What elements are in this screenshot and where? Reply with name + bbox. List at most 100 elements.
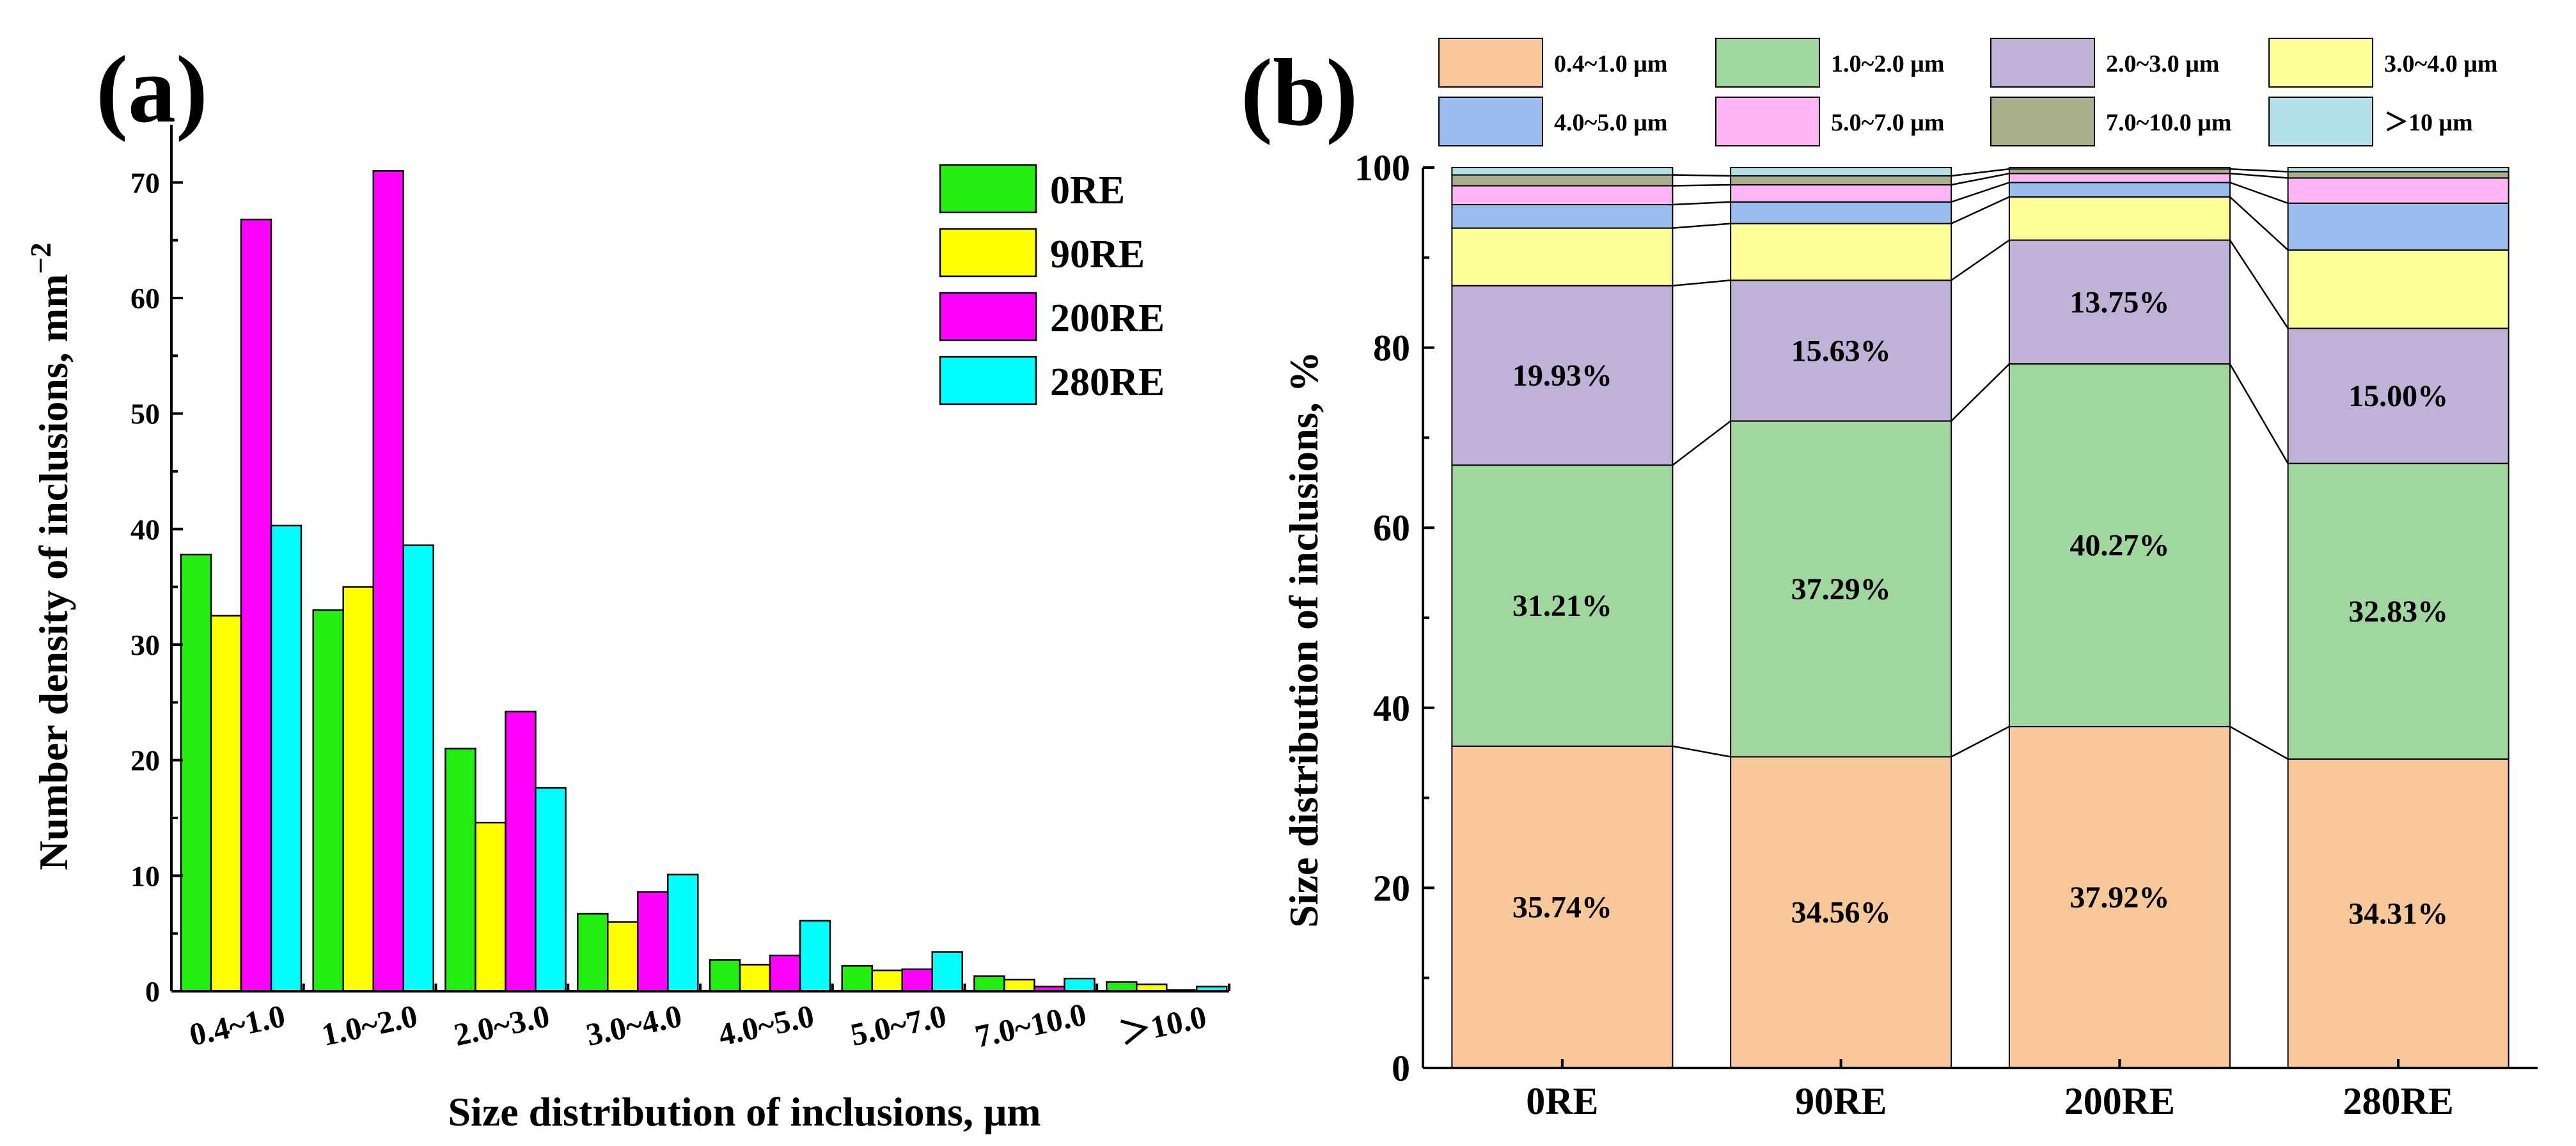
- connector-line: [1951, 196, 2010, 224]
- y-tick-label-a: 70: [130, 166, 160, 199]
- bar-200re-4: [637, 891, 669, 993]
- bar-200re-5: [769, 954, 801, 993]
- y-tick-label-b: 20: [1373, 867, 1410, 909]
- legend-swatch-90re: [939, 228, 1037, 278]
- legend-swatch-b-4: [2268, 38, 2373, 88]
- bar-90re-2: [342, 586, 374, 993]
- bar-280re-7: [1064, 977, 1096, 993]
- y-tick-label-a: 10: [130, 860, 160, 892]
- segment-label-1-90re: 34.56%: [1791, 896, 1891, 930]
- legend-label-b-6: 5.0~7.0 μm: [1831, 109, 1944, 136]
- bar-90re-4: [607, 921, 639, 993]
- bar-280re-6: [931, 951, 963, 993]
- x-tick-label-a: 2.0~3.0: [451, 998, 553, 1053]
- bar-0re-5: [709, 959, 741, 993]
- connector-line: [1672, 201, 1731, 206]
- connector-line: [2229, 239, 2289, 329]
- legend-label-b-8: ＞10 μm: [2384, 109, 2473, 136]
- bar-90re-7: [1003, 978, 1035, 993]
- y-tick-label-a: 50: [130, 398, 160, 430]
- x-tick-label-a: 1.0~2.0: [318, 998, 420, 1053]
- segment-3-280re: [2287, 327, 2509, 464]
- chart-a-y-axis-title: Number density of inclusions, mm−2: [24, 242, 76, 870]
- chart-a: (a) 0.4~1.0 1.0~2.0 2.0~3.0 3.0~4.0 4.0~5.0 5…: [24, 36, 1230, 1134]
- segment-8-200re: [2008, 167, 2231, 170]
- connector-line: [2229, 182, 2289, 204]
- connector-line: [2229, 363, 2289, 464]
- segment-5-200re: [2008, 182, 2231, 198]
- panel-b-label: (b): [1241, 40, 1358, 146]
- connector-line: [2229, 196, 2289, 251]
- segment-3-90re: [1730, 279, 1952, 422]
- bar-200re-3: [505, 710, 537, 993]
- x-tick-label-a: 0.4~1.0: [186, 998, 288, 1053]
- segment-5-0re: [1451, 204, 1674, 229]
- segment-5-90re: [1730, 201, 1952, 224]
- legend-label-b-2: 1.0~2.0 μm: [1831, 51, 1944, 77]
- chart-b-axes: 0RE 90RE 200RE 280RE 0 20 40 60 80 100: [1355, 147, 2538, 1122]
- chart-a-x-axis-title: Size distribution of inclusions, μm: [448, 1089, 1041, 1134]
- segment-3-0re: [1451, 285, 1674, 466]
- legend-label-b-3: 2.0~3.0 μm: [2106, 51, 2219, 77]
- x-tick-label-b: 0RE: [1526, 1080, 1598, 1122]
- bar-200re-6: [901, 968, 933, 993]
- legend-swatch-b-3: [1990, 38, 2095, 88]
- segment-8-0re: [1451, 167, 1674, 176]
- segment-7-0re: [1451, 174, 1674, 187]
- legend-swatch-200re: [939, 292, 1037, 341]
- segment-5-280re: [2287, 202, 2509, 251]
- x-tick-label-a: ＞10.0: [1116, 998, 1209, 1051]
- segment-label-1-0re: 35.74%: [1512, 890, 1612, 924]
- y-tick-label-a: 30: [130, 629, 160, 661]
- connector-line: [1951, 239, 2010, 281]
- y-axis-title-a-text: Number density of inclusions, mm−2: [24, 242, 76, 870]
- segment-6-90re: [1730, 184, 1952, 203]
- y-tick-label-a: 0: [145, 975, 160, 1008]
- y-tick-label-b: 100: [1355, 147, 1410, 189]
- connector-line: [2229, 725, 2289, 760]
- connector-line: [1672, 745, 1731, 758]
- connector-line: [1672, 174, 1731, 177]
- connector-line: [1672, 279, 1731, 286]
- segment-label-3-0re: 19.93%: [1512, 359, 1612, 393]
- legend-label-b-1: 0.4~1.0 μm: [1554, 51, 1667, 77]
- legend-swatch-b-8: [2268, 97, 2373, 146]
- legend-swatch-b-5: [1438, 97, 1543, 146]
- bar-280re-2: [402, 544, 434, 993]
- connector-line: [2229, 168, 2288, 173]
- legend-swatch-b-6: [1715, 97, 1820, 146]
- segment-1-200re: [2008, 726, 2231, 1069]
- legend-label-200re: 200RE: [1050, 297, 1165, 340]
- y-tick-label-a: 40: [130, 513, 160, 546]
- bar-0re-7: [973, 975, 1005, 993]
- bar-280re-4: [667, 874, 699, 993]
- bar-280re-5: [799, 920, 831, 993]
- chart-b-y-axis-title: Size distribution of inclusions, %: [1281, 351, 1326, 928]
- legend-swatch-0re: [939, 164, 1037, 214]
- bar-90re-6: [871, 969, 903, 993]
- segment-8-90re: [1730, 167, 1952, 177]
- segment-label-1-200re: 37.92%: [2069, 881, 2169, 914]
- bar-0re-3: [444, 748, 476, 993]
- y-tick-label-a: 20: [130, 744, 160, 777]
- connector-line: [1951, 173, 2010, 186]
- segment-label-2-0re: 31.21%: [1512, 589, 1612, 623]
- connector-line: [1951, 363, 2010, 422]
- legend-label-280re: 280RE: [1050, 361, 1165, 404]
- connector-line: [1672, 420, 1731, 466]
- segment-7-280re: [2287, 171, 2509, 179]
- x-tick-label-a: 5.0~7.0: [847, 998, 949, 1053]
- segment-4-90re: [1730, 223, 1952, 281]
- segment-8-280re: [2287, 167, 2509, 173]
- connector-line: [1951, 725, 2010, 758]
- segment-2-0re: [1451, 464, 1674, 747]
- segment-label-3-200re: 13.75%: [2069, 285, 2169, 319]
- y-tick-label-b: 40: [1373, 687, 1410, 729]
- chart-b-segment-labels: 35.74% 31.21% 19.93% 34.56% 37.29% 15.63% 37.9…: [1512, 285, 2448, 930]
- segment-2-280re: [2287, 462, 2509, 760]
- chart-a-bars: [180, 170, 1228, 993]
- legend-swatch-b-1: [1438, 38, 1543, 88]
- connector-line: [1951, 168, 2010, 177]
- segment-1-90re: [1730, 756, 1952, 1069]
